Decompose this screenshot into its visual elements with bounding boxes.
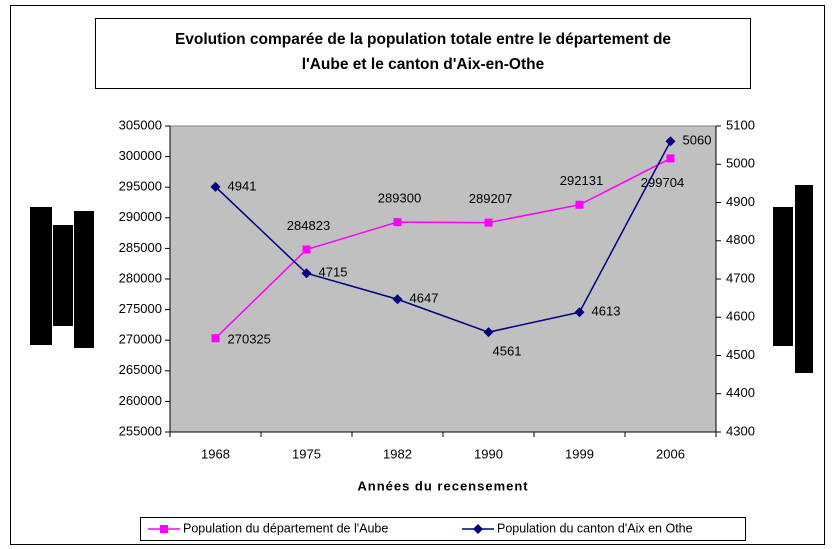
chart-title: l'Aube et le canton d'Aix-en-Othe (302, 56, 545, 73)
point (575, 200, 584, 209)
y2-tick-label: 4800 (726, 232, 755, 247)
legend-label: Population du canton d'Aix en Othe (497, 521, 693, 535)
y2-tick-label: 4600 (726, 309, 755, 324)
y-tick-label: 295000 (119, 179, 162, 194)
point (302, 245, 311, 254)
point (484, 218, 493, 227)
chart-title: Evolution comparée de la population tota… (175, 31, 671, 48)
plot-area (169, 125, 717, 433)
data-label: 292131 (560, 173, 603, 188)
y2-tick-label: 4400 (726, 385, 755, 400)
series-line (214, 140, 672, 333)
point (392, 294, 403, 305)
redaction (53, 225, 73, 326)
series-line (214, 157, 671, 339)
y2-tick-label: 4300 (726, 423, 755, 438)
y2-tick-label: 4700 (726, 270, 755, 285)
y2-tick-label: 5100 (726, 117, 755, 132)
x-axis-label: Années du recensement (357, 478, 528, 493)
point (665, 136, 676, 147)
x-tick-label: 1982 (383, 446, 412, 461)
point (574, 307, 585, 318)
data-label: 289207 (469, 191, 512, 206)
y2-tick-label: 5000 (726, 156, 755, 171)
data-label: 4647 (410, 291, 439, 306)
legend-marker (473, 524, 483, 534)
y2-tick-label: 4500 (726, 347, 755, 362)
redaction (795, 185, 813, 373)
point (211, 334, 220, 343)
y-tick-label: 305000 (119, 117, 162, 132)
point (301, 268, 312, 279)
y-tick-label: 275000 (119, 301, 162, 316)
y-tick-label: 270000 (119, 332, 162, 347)
data-label: 4613 (592, 304, 621, 319)
x-tick-label: 1975 (292, 446, 321, 461)
point (666, 154, 675, 163)
y-tick-label: 285000 (119, 240, 162, 255)
legend-marker (160, 525, 168, 533)
data-label: 299704 (641, 175, 684, 190)
redaction (74, 211, 94, 348)
data-label: 4941 (228, 178, 257, 193)
x-tick-label: 2006 (656, 446, 685, 461)
data-label: 4715 (319, 265, 348, 280)
data-label: 270325 (228, 332, 271, 347)
x-tick-label: 1990 (474, 446, 503, 461)
redaction (30, 207, 52, 345)
y-tick-label: 280000 (119, 270, 162, 285)
data-label: 4561 (493, 344, 522, 359)
point (483, 327, 494, 338)
point (210, 181, 221, 192)
x-tick-label: 1999 (565, 446, 594, 461)
title-box (95, 18, 751, 89)
point (393, 218, 402, 227)
y-tick-label: 265000 (119, 362, 162, 377)
legend (140, 517, 746, 541)
redaction (773, 207, 793, 346)
y-tick-label: 260000 (119, 393, 162, 408)
y-tick-label: 255000 (119, 423, 162, 438)
legend-label: Population du département de l'Aube (183, 521, 388, 535)
data-label: 289300 (378, 191, 421, 206)
x-tick-label: 1968 (201, 446, 230, 461)
y-tick-label: 290000 (119, 209, 162, 224)
data-label: 5060 (683, 133, 712, 148)
y-tick-label: 300000 (119, 148, 162, 163)
y2-tick-label: 4900 (726, 194, 755, 209)
data-label: 284823 (287, 218, 330, 233)
